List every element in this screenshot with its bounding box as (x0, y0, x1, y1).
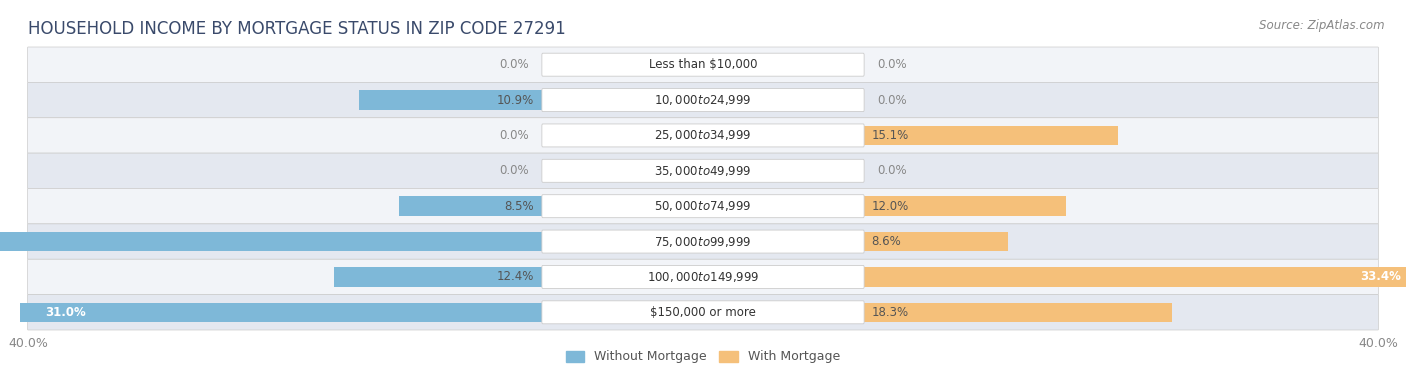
Text: $150,000 or more: $150,000 or more (650, 306, 756, 319)
FancyBboxPatch shape (541, 195, 865, 218)
FancyBboxPatch shape (28, 83, 1378, 118)
Text: $100,000 to $149,999: $100,000 to $149,999 (647, 270, 759, 284)
FancyBboxPatch shape (541, 89, 865, 112)
FancyBboxPatch shape (541, 53, 865, 76)
Text: $50,000 to $74,999: $50,000 to $74,999 (654, 199, 752, 213)
Bar (359, 90, 543, 110)
Text: 0.0%: 0.0% (877, 58, 907, 71)
Bar (20, 303, 543, 322)
FancyBboxPatch shape (28, 47, 1378, 83)
Text: 8.5%: 8.5% (505, 200, 534, 213)
Text: HOUSEHOLD INCOME BY MORTGAGE STATUS IN ZIP CODE 27291: HOUSEHOLD INCOME BY MORTGAGE STATUS IN Z… (28, 20, 565, 38)
Text: Less than $10,000: Less than $10,000 (648, 58, 758, 71)
FancyBboxPatch shape (541, 230, 865, 253)
Bar (863, 232, 1008, 251)
Text: 10.9%: 10.9% (498, 93, 534, 107)
Text: 12.4%: 12.4% (496, 270, 534, 284)
Bar (863, 196, 1066, 216)
FancyBboxPatch shape (28, 118, 1378, 153)
Legend: Without Mortgage, With Mortgage: Without Mortgage, With Mortgage (561, 345, 845, 368)
Bar (399, 196, 543, 216)
FancyBboxPatch shape (28, 294, 1378, 330)
Bar (863, 267, 1406, 287)
Text: 0.0%: 0.0% (499, 129, 529, 142)
Text: 15.1%: 15.1% (872, 129, 908, 142)
FancyBboxPatch shape (541, 124, 865, 147)
Text: $10,000 to $24,999: $10,000 to $24,999 (654, 93, 752, 107)
FancyBboxPatch shape (28, 259, 1378, 294)
FancyBboxPatch shape (541, 159, 865, 182)
Bar (863, 126, 1118, 145)
Text: $75,000 to $99,999: $75,000 to $99,999 (654, 234, 752, 248)
Text: 0.0%: 0.0% (499, 58, 529, 71)
Text: Source: ZipAtlas.com: Source: ZipAtlas.com (1260, 19, 1385, 32)
Text: 18.3%: 18.3% (872, 306, 908, 319)
Text: 0.0%: 0.0% (877, 93, 907, 107)
Text: 12.0%: 12.0% (872, 200, 908, 213)
Text: 31.0%: 31.0% (45, 306, 86, 319)
Bar (863, 303, 1173, 322)
FancyBboxPatch shape (28, 153, 1378, 188)
Text: $35,000 to $49,999: $35,000 to $49,999 (654, 164, 752, 178)
Text: 0.0%: 0.0% (499, 164, 529, 177)
Bar (0, 232, 543, 251)
Text: 8.6%: 8.6% (872, 235, 901, 248)
FancyBboxPatch shape (541, 265, 865, 288)
Text: $25,000 to $34,999: $25,000 to $34,999 (654, 129, 752, 143)
Bar (333, 267, 543, 287)
FancyBboxPatch shape (541, 301, 865, 324)
FancyBboxPatch shape (28, 224, 1378, 259)
Text: 0.0%: 0.0% (877, 164, 907, 177)
FancyBboxPatch shape (28, 188, 1378, 224)
Text: 33.4%: 33.4% (1361, 270, 1402, 284)
